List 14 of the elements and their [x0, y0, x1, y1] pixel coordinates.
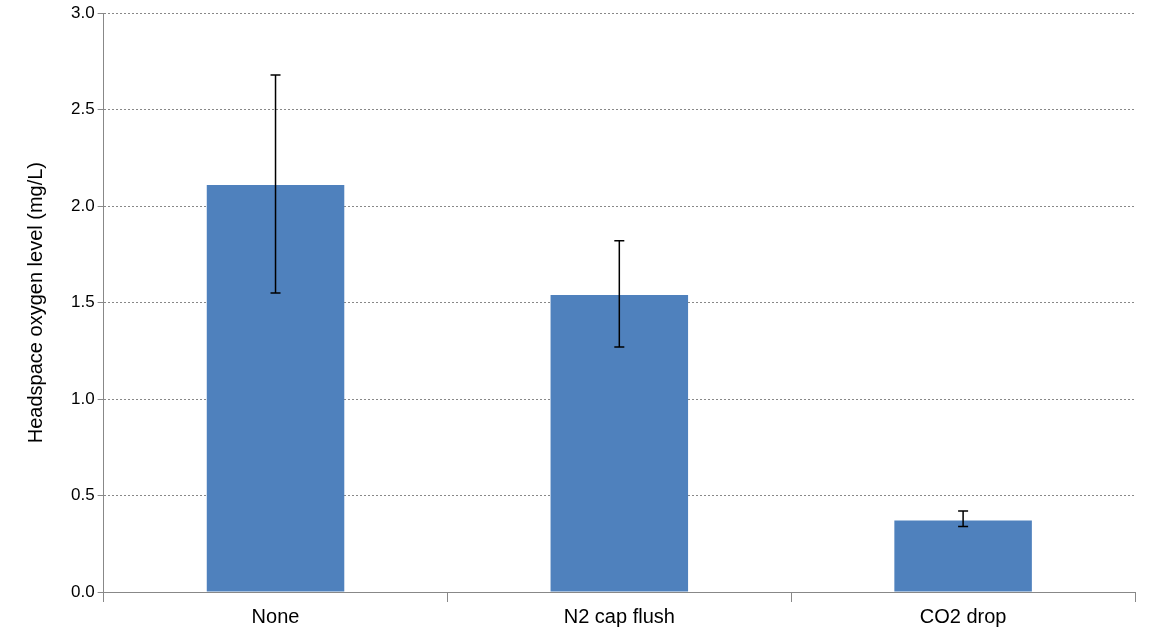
y-tick-label: 1.0	[70, 388, 95, 408]
y-tick-label: 1.5	[70, 292, 95, 312]
bar	[550, 294, 689, 592]
x-tick-label: CO2 drop	[919, 604, 1007, 627]
x-tick-label: N2 cap flush	[563, 604, 675, 627]
y-tick-label: 2.5	[70, 99, 95, 119]
y-tick-label: 0.5	[70, 485, 95, 505]
y-tick-label: 3.0	[70, 2, 95, 22]
bar	[894, 520, 1032, 592]
bar	[206, 184, 345, 592]
y-tick-label: 0.0	[70, 581, 95, 601]
x-tick-label: None	[251, 604, 300, 627]
y-axis-title: Headspace oxygen level (mg/L)	[23, 161, 46, 444]
y-tick-label: 2.0	[70, 195, 95, 215]
